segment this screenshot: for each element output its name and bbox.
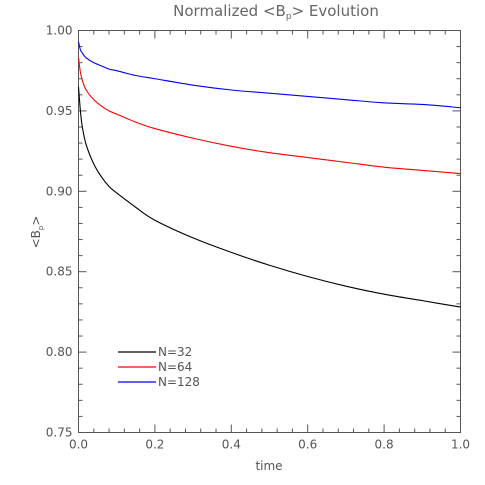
y-tick-label: 0.80 [46, 345, 73, 359]
series-lines [77, 41, 461, 308]
x-tick-label: 0.0 [69, 438, 88, 452]
x-tick-label: 0.2 [145, 438, 164, 452]
y-axis-label-tail: > [29, 216, 43, 226]
x-tick-label: 0.4 [222, 438, 241, 452]
legend-label: N=128 [158, 375, 200, 389]
chart-title-main: Normalized <B [173, 2, 286, 20]
y-tick-label: 0.75 [46, 426, 73, 440]
x-axis-label: time [255, 459, 282, 473]
y-tick-label: 0.90 [46, 184, 73, 198]
series-line-n-64 [77, 57, 461, 175]
legend-label: N=64 [158, 360, 192, 374]
y-axis-label: <Bp> [29, 216, 45, 249]
series-line-n-32 [77, 86, 461, 308]
legend: N=32N=64N=128 [118, 345, 200, 389]
y-axis-ticks: 0.75 0.80 0.85 0.90 0.95 1.00 [46, 24, 461, 440]
series-line-n-128 [77, 41, 461, 109]
chart-title: Normalized <Bp> Evolution [173, 2, 379, 22]
y-tick-label: 0.85 [46, 265, 73, 279]
chart-title-sub: p [286, 12, 292, 22]
x-axis-ticks: 0.0 0.2 0.4 0.6 0.8 1.0 [69, 30, 470, 452]
legend-label: N=32 [158, 345, 192, 359]
y-tick-label: 1.00 [46, 24, 73, 38]
chart-title-tail: > Evolution [292, 2, 379, 20]
x-tick-label: 0.6 [298, 438, 317, 452]
x-tick-label: 0.8 [375, 438, 394, 452]
x-tick-label: 1.0 [451, 438, 470, 452]
plot-frame [78, 30, 461, 433]
y-axis-label-main: <B [29, 230, 43, 248]
y-tick-label: 0.95 [46, 104, 73, 118]
y-axis-label-sub: p [37, 225, 45, 230]
